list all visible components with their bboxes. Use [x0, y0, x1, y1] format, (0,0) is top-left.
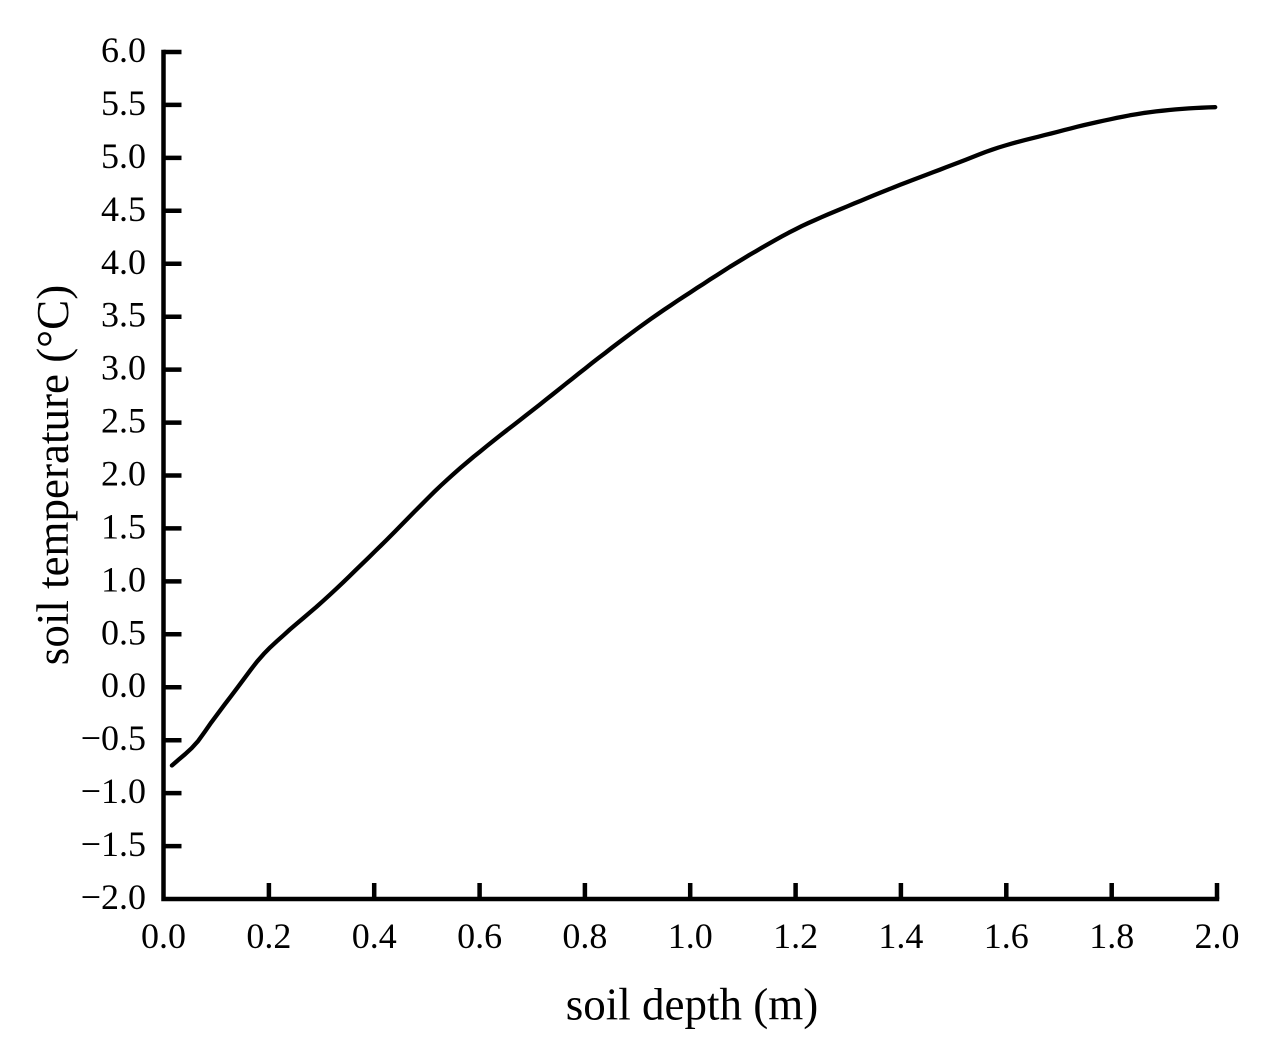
svg-text:−1.0: −1.0 — [81, 771, 146, 811]
svg-text:0.6: 0.6 — [457, 916, 502, 956]
svg-text:soil temperature (°C): soil temperature (°C) — [28, 285, 78, 665]
svg-text:0.8: 0.8 — [562, 916, 607, 956]
svg-text:3.0: 3.0 — [101, 348, 146, 388]
svg-text:5.5: 5.5 — [101, 83, 146, 123]
svg-text:6.0: 6.0 — [101, 30, 146, 70]
svg-text:1.4: 1.4 — [878, 916, 923, 956]
svg-text:1.0: 1.0 — [101, 559, 146, 599]
svg-text:soil depth (m): soil depth (m) — [566, 980, 818, 1030]
svg-text:2.0: 2.0 — [1195, 916, 1240, 956]
svg-text:−2.0: −2.0 — [81, 877, 146, 917]
svg-text:0.5: 0.5 — [101, 612, 146, 652]
svg-text:0.0: 0.0 — [101, 665, 146, 705]
svg-text:2.5: 2.5 — [101, 401, 146, 441]
svg-text:−0.5: −0.5 — [81, 718, 146, 758]
svg-text:−1.5: −1.5 — [81, 824, 146, 864]
svg-text:3.5: 3.5 — [101, 295, 146, 335]
svg-text:0.0: 0.0 — [141, 916, 186, 956]
svg-text:2.0: 2.0 — [101, 454, 146, 494]
svg-text:1.0: 1.0 — [668, 916, 713, 956]
svg-text:1.8: 1.8 — [1089, 916, 1134, 956]
svg-text:0.2: 0.2 — [246, 916, 291, 956]
svg-text:0.4: 0.4 — [352, 916, 397, 956]
svg-text:5.0: 5.0 — [101, 136, 146, 176]
svg-text:1.6: 1.6 — [984, 916, 1029, 956]
svg-text:1.5: 1.5 — [101, 506, 146, 546]
svg-text:4.0: 4.0 — [101, 242, 146, 282]
svg-text:4.5: 4.5 — [101, 189, 146, 229]
svg-text:1.2: 1.2 — [773, 916, 818, 956]
